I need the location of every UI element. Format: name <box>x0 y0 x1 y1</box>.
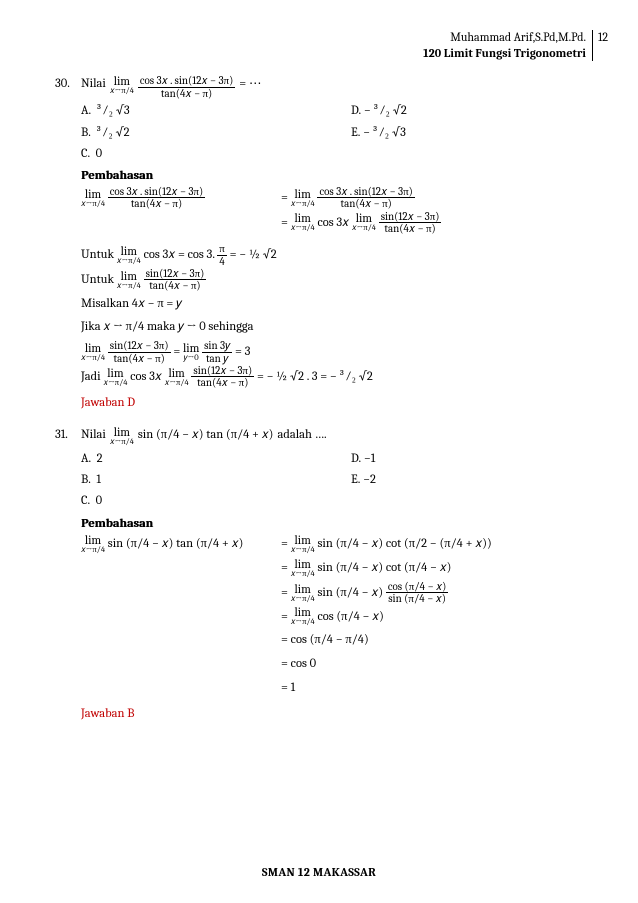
q31-choices: A. 2 B. 1 C. 0 D. −1 E. −2 <box>81 449 593 513</box>
q30-prefix: Nilai <box>81 75 106 94</box>
q31-prefix: Nilai <box>81 426 106 445</box>
choice-b: B. 1 <box>81 470 351 491</box>
misalkan-line: Misalkan 4𝑥 − π = 𝑦 <box>81 293 593 317</box>
choice-a: A. 2 <box>81 449 351 470</box>
lim-expr: lim 𝑥→π/4 <box>110 75 134 96</box>
page-header: Muhammad Arif,S.Pd,M.Pd. 120 Limit Fungs… <box>55 30 593 61</box>
q31-jawaban: Jawaban B <box>81 705 593 724</box>
q30-choices: A. ³⁄₂ √3 B. ³⁄₂ √2 C. 0 D. − ³⁄₂ √2 E. … <box>81 101 593 165</box>
header-title: 120 Limit Fungsi Trigonometri <box>55 46 586 62</box>
q30-suffix: = ⋯ <box>239 75 261 94</box>
header-author: Muhammad Arif,S.Pd,M.Pd. <box>55 30 586 46</box>
q30-pembahasan-label: Pembahasan <box>81 167 593 186</box>
choice-c: C. 0 <box>81 144 351 165</box>
header-page-number: 12 <box>598 30 608 46</box>
q31-body: sin (π/4 − 𝑥) tan (π/4 + 𝑥) <box>138 426 274 445</box>
choice-d: D. −1 <box>351 449 376 470</box>
main-content: 30. Nilai lim 𝑥→π/4 cos 3𝑥 . sin(12𝑥 − 3… <box>55 75 593 723</box>
q30-work: lim𝑥→π/4 cos 3𝑥 . sin(12𝑥 − 3π)tan(4𝑥 − … <box>81 186 593 390</box>
choice-c: C. 0 <box>81 491 351 512</box>
choice-e: E. −2 <box>351 470 376 491</box>
choice-d: D. − ³⁄₂ √2 <box>351 101 407 122</box>
choice-e: E. − ³⁄₂ √3 <box>351 123 407 144</box>
q31-pembahasan-label: Pembahasan <box>81 515 593 534</box>
choice-a: A. ³⁄₂ √3 <box>81 101 351 122</box>
q31-suffix: adalah …. <box>277 426 326 445</box>
q31-work: lim𝑥→π/4 sin (π/4 − 𝑥) tan (π/4 + 𝑥) = l… <box>81 533 593 700</box>
frac-expr: cos 3𝑥 . sin(12𝑥 − 3π) tan(4𝑥 − π) <box>138 75 235 99</box>
jika-line: Jika 𝑥 → π/4 maka 𝑦 → 0 sehingga <box>81 316 593 340</box>
q30-jawaban: Jawaban D <box>81 394 593 413</box>
problem-30: 30. Nilai lim 𝑥→π/4 cos 3𝑥 . sin(12𝑥 − 3… <box>55 75 593 412</box>
page-footer: SMAN 12 MAKASSAR <box>0 865 638 879</box>
q31-number: 31. <box>55 426 77 445</box>
q30-number: 30. <box>55 75 77 94</box>
problem-31: 31. Nilai lim𝑥→π/4 sin (π/4 − 𝑥) tan (π/… <box>55 426 593 723</box>
choice-b: B. ³⁄₂ √2 <box>81 123 351 144</box>
